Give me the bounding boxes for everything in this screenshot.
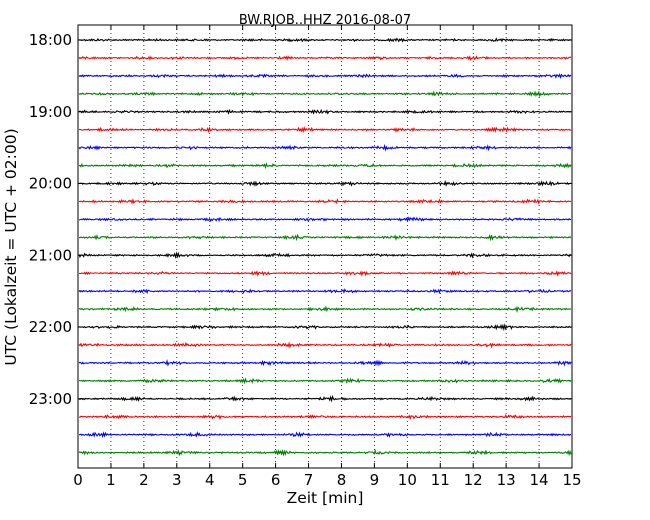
trace-line xyxy=(79,323,572,332)
x-tick-label: 5 xyxy=(238,471,248,489)
x-tick-label: 9 xyxy=(370,471,380,489)
trace-line xyxy=(78,341,572,349)
y-ticks: 18:00 19:00 20:00 21:00 22:00 23:00 xyxy=(29,31,572,408)
y-tick-label: 19:00 xyxy=(29,103,72,121)
trace-line xyxy=(78,288,572,295)
trace-line xyxy=(78,394,572,403)
y-tick-label: 22:00 xyxy=(29,318,72,336)
trace-line xyxy=(78,359,572,367)
y-tick-label: 23:00 xyxy=(29,390,72,408)
trace-line xyxy=(78,216,572,223)
trace-line xyxy=(78,162,572,170)
x-tick-label: 13 xyxy=(497,471,516,489)
plot-frame xyxy=(77,24,573,469)
y-tick-label: 18:00 xyxy=(29,31,72,49)
trace-line xyxy=(78,448,572,457)
traces xyxy=(78,37,572,457)
trace-line xyxy=(78,37,572,43)
trace-line xyxy=(78,125,572,134)
trace-line xyxy=(78,55,572,61)
trace-line xyxy=(78,73,572,80)
x-tick-label: 11 xyxy=(431,471,450,489)
x-tick-label: 6 xyxy=(271,471,281,489)
trace-line xyxy=(78,377,572,385)
x-tick-label: 15 xyxy=(562,471,581,489)
x-tick-label: 7 xyxy=(304,471,314,489)
trace-line xyxy=(78,251,572,259)
x-ticks: 0 1 2 3 4 5 6 7 8 9 10 11 12 13 14 15 xyxy=(73,25,582,489)
trace-line xyxy=(78,431,572,439)
x-tick-label: 0 xyxy=(73,471,83,489)
trace-line xyxy=(78,414,572,421)
trace-line xyxy=(78,90,572,98)
x-tick-label: 10 xyxy=(398,471,417,489)
trace-line xyxy=(78,233,572,242)
x-axis-label: Zeit [min] xyxy=(287,489,364,507)
chart-title: BW.RJOB..HHZ 2016-08-07 xyxy=(239,13,411,28)
y-axis-label: UTC (Lokalzeit = UTC + 02:00) xyxy=(2,128,20,365)
trace-line xyxy=(78,108,572,115)
y-tick-label: 21:00 xyxy=(29,246,72,264)
x-tick-label: 3 xyxy=(172,471,182,489)
x-tick-label: 4 xyxy=(205,471,215,489)
x-tick-label: 1 xyxy=(106,471,116,489)
x-tick-label: 14 xyxy=(530,471,549,489)
x-tick-label: 8 xyxy=(337,471,347,489)
x-tick-label: 12 xyxy=(464,471,483,489)
y-tick-label: 20:00 xyxy=(29,175,72,193)
trace-line xyxy=(78,143,572,152)
trace-line xyxy=(78,179,572,188)
trace-line xyxy=(78,269,572,277)
trace-line xyxy=(78,198,572,205)
trace-line xyxy=(78,305,572,314)
grid xyxy=(110,25,540,468)
x-tick-label: 2 xyxy=(139,471,149,489)
